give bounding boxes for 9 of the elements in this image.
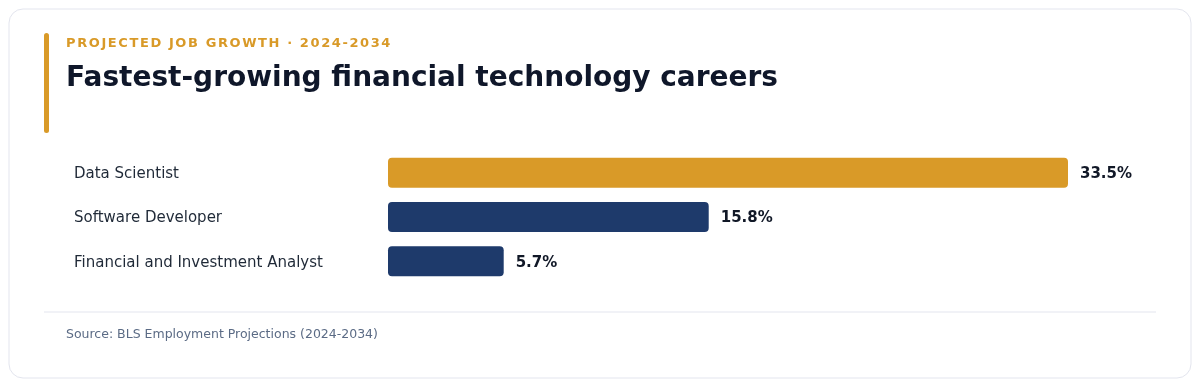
data-label: 33.5% — [1080, 163, 1133, 182]
y-tick-label: Financial and Investment Analyst — [74, 252, 323, 271]
y-tick-label: Software Developer — [74, 208, 223, 227]
source-note: Source: BLS Employment Projections (2024-2034) — [66, 326, 378, 341]
data-label: 15.8% — [720, 208, 773, 227]
y-tick-label: Data Scientist — [74, 163, 180, 182]
text: PROJECTED JOB GROWTH · 2024-2034 — [66, 35, 393, 50]
data-label: 5.7% — [515, 252, 558, 271]
chart-title: Fastest-growing financial technology careers — [66, 60, 779, 93]
